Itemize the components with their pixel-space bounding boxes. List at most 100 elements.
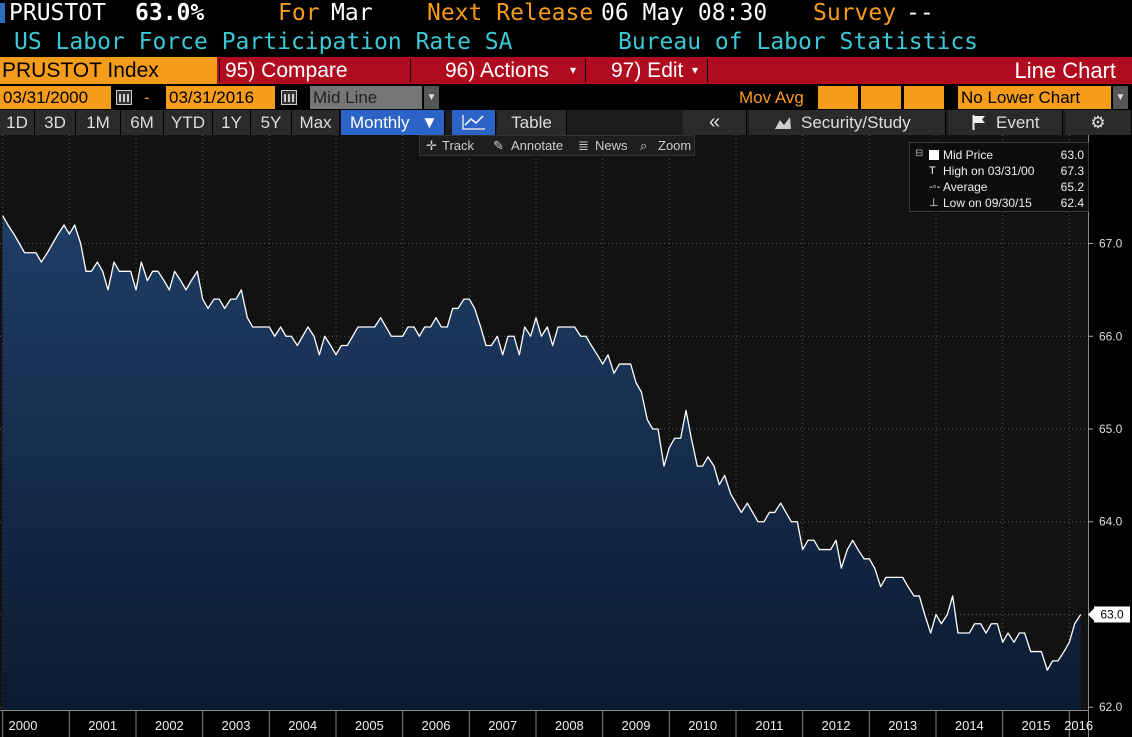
for-label: For [278, 0, 320, 26]
chevron-down-icon[interactable]: ▼ [424, 86, 439, 109]
last-value: 63.0% [135, 0, 205, 26]
frequency-select[interactable]: Monthly ▼ [341, 110, 445, 135]
pencil-icon[interactable]: ✎ [493, 138, 504, 153]
date-dash: - [144, 88, 150, 107]
legend: ⊟ Mid Price 63.0 T High on 03/31/00 67.3… [909, 142, 1089, 212]
chevron-down-icon[interactable]: ▼ [1113, 86, 1128, 109]
period-bar: 1D 3D 1M 6M YTD 1Y 5Y Max Monthly ▼ Tabl… [0, 110, 1132, 135]
legend-item: Mid Price 63.0 [910, 147, 1088, 163]
ticker-symbol: PRUSTOT [9, 0, 106, 26]
low-marker-icon: ⊥ [929, 197, 939, 209]
event-button[interactable]: Event [948, 110, 1063, 135]
gear-icon[interactable]: ⚙ [1065, 110, 1132, 135]
menu-divider [410, 59, 411, 82]
crosshair-icon[interactable]: ✛ [426, 138, 437, 153]
series-swatch [929, 150, 939, 160]
legend-item: ⊥ Low on 09/30/15 62.4 [910, 195, 1088, 211]
period-1d[interactable]: 1D [0, 110, 35, 135]
mov-avg-field-3[interactable] [904, 86, 944, 109]
menu-divider [585, 59, 586, 82]
y-axis: 62.0 63.0 64.0 65.0 66.0 67.0 [1088, 135, 1132, 737]
y-tick-label: 65.0 [1099, 422, 1123, 436]
x-tick-label: 2014 [955, 718, 984, 733]
edit-button[interactable]: 97) Edit [611, 59, 684, 82]
period-6m[interactable]: 6M [121, 110, 164, 135]
area-layer [2, 215, 1082, 710]
end-date-field[interactable]: 03/31/2016 [166, 86, 275, 109]
x-tick-label: 2005 [355, 718, 384, 733]
next-release-value: 06 May 08:30 [601, 0, 768, 26]
news-button[interactable]: News [595, 138, 628, 153]
period-1y[interactable]: 1Y [213, 110, 251, 135]
period-5y[interactable]: 5Y [251, 110, 292, 135]
annotate-button[interactable]: Annotate [511, 138, 564, 153]
series-line[interactable] [2, 215, 1082, 671]
y-axis-background [1088, 135, 1132, 737]
calendar-icon[interactable] [281, 90, 297, 105]
last-value-tag: 63.0 [1088, 606, 1130, 623]
zoom-icon[interactable]: ⌕ [640, 138, 648, 153]
legend-value: 65.2 [1060, 180, 1084, 194]
line-chart-toggle[interactable] [452, 110, 496, 135]
start-date-field[interactable]: 03/31/2000 [0, 86, 111, 109]
chart-toolbar: ✛ Track ✎ Annotate ≣ News ⌕ Zoom [419, 135, 695, 156]
y-tick-label: 62.0 [1099, 700, 1123, 714]
legend-value: 67.3 [1060, 164, 1084, 178]
series-source: Bureau of Labor Statistics [618, 29, 979, 55]
high-marker-icon: T [929, 165, 936, 177]
flag-icon [972, 115, 985, 130]
x-tick-label: 2007 [488, 718, 517, 733]
x-tick-label: 2011 [755, 718, 783, 733]
legend-item: T High on 03/31/00 67.3 [910, 163, 1088, 179]
caret-down-icon: ▼ [421, 113, 438, 132]
zoom-button[interactable]: Zoom [658, 138, 692, 153]
lower-chart-select[interactable]: No Lower Chart [958, 86, 1111, 109]
x-tick-label: 2009 [622, 718, 651, 733]
mov-avg-field-1[interactable] [818, 86, 858, 109]
mov-avg-field-2[interactable] [861, 86, 901, 109]
menu-divider [219, 59, 220, 82]
chart-type-label[interactable]: Line Chart [1014, 58, 1116, 83]
security-field[interactable]: PRUSTOT Index [0, 57, 217, 84]
period-ytd[interactable]: YTD [164, 110, 213, 135]
x-tick-label: 2013 [888, 718, 917, 733]
last-value-box [1094, 606, 1130, 623]
x-tick-label: 2008 [555, 718, 584, 733]
description-row: US Labor Force Participation Rate SA Bur… [0, 28, 1132, 56]
menu-bar: PRUSTOT Index 95) Compare 96) Actions ▾ … [0, 57, 1132, 84]
average-marker-icon: -◦- [929, 181, 941, 193]
for-value: Mar [331, 0, 373, 26]
line-style-select[interactable]: Mid Line [310, 86, 422, 109]
menu-divider [707, 59, 708, 82]
period-3d[interactable]: 3D [35, 110, 76, 135]
collapse-button[interactable]: « [683, 110, 747, 135]
news-icon[interactable]: ≣ [578, 138, 589, 153]
track-button[interactable]: Track [442, 138, 475, 153]
actions-dropdown-icon[interactable]: ▾ [570, 63, 577, 77]
legend-item: -◦- Average 65.2 [910, 179, 1088, 195]
x-tick-label: 2006 [422, 718, 451, 733]
period-max[interactable]: Max [292, 110, 340, 135]
period-1m[interactable]: 1M [76, 110, 121, 135]
x-tick-label: 2003 [222, 718, 251, 733]
collapse-legend-icon[interactable]: ⊟ [915, 148, 924, 159]
study-icon [775, 117, 791, 129]
compare-button[interactable]: 95) Compare [225, 59, 348, 82]
edit-dropdown-icon[interactable]: ▾ [692, 63, 699, 77]
series-area [2, 215, 1081, 710]
legend-value: 62.4 [1060, 196, 1084, 210]
legend-label: Average [943, 180, 988, 194]
calendar-icon[interactable] [116, 90, 132, 105]
legend-label: High on 03/31/00 [943, 164, 1035, 178]
actions-button[interactable]: 96) Actions [445, 59, 549, 82]
x-tick-label: 2016 [1064, 718, 1093, 733]
legend-label: Mid Price [943, 148, 994, 162]
survey-value: -- [906, 0, 934, 26]
x-tick-label: 2012 [822, 718, 851, 733]
header-row: PRUSTOT 63.0% For Mar Next Release 06 Ma… [0, 0, 1132, 28]
price-chart[interactable]: 62.063.064.065.066.067.0 200020012002200… [0, 135, 1132, 737]
y-tick-label: 64.0 [1099, 515, 1123, 529]
x-tick-label: 2001 [88, 718, 117, 733]
table-button[interactable]: Table [497, 110, 567, 135]
security-study-button[interactable]: Security/Study [749, 110, 946, 135]
